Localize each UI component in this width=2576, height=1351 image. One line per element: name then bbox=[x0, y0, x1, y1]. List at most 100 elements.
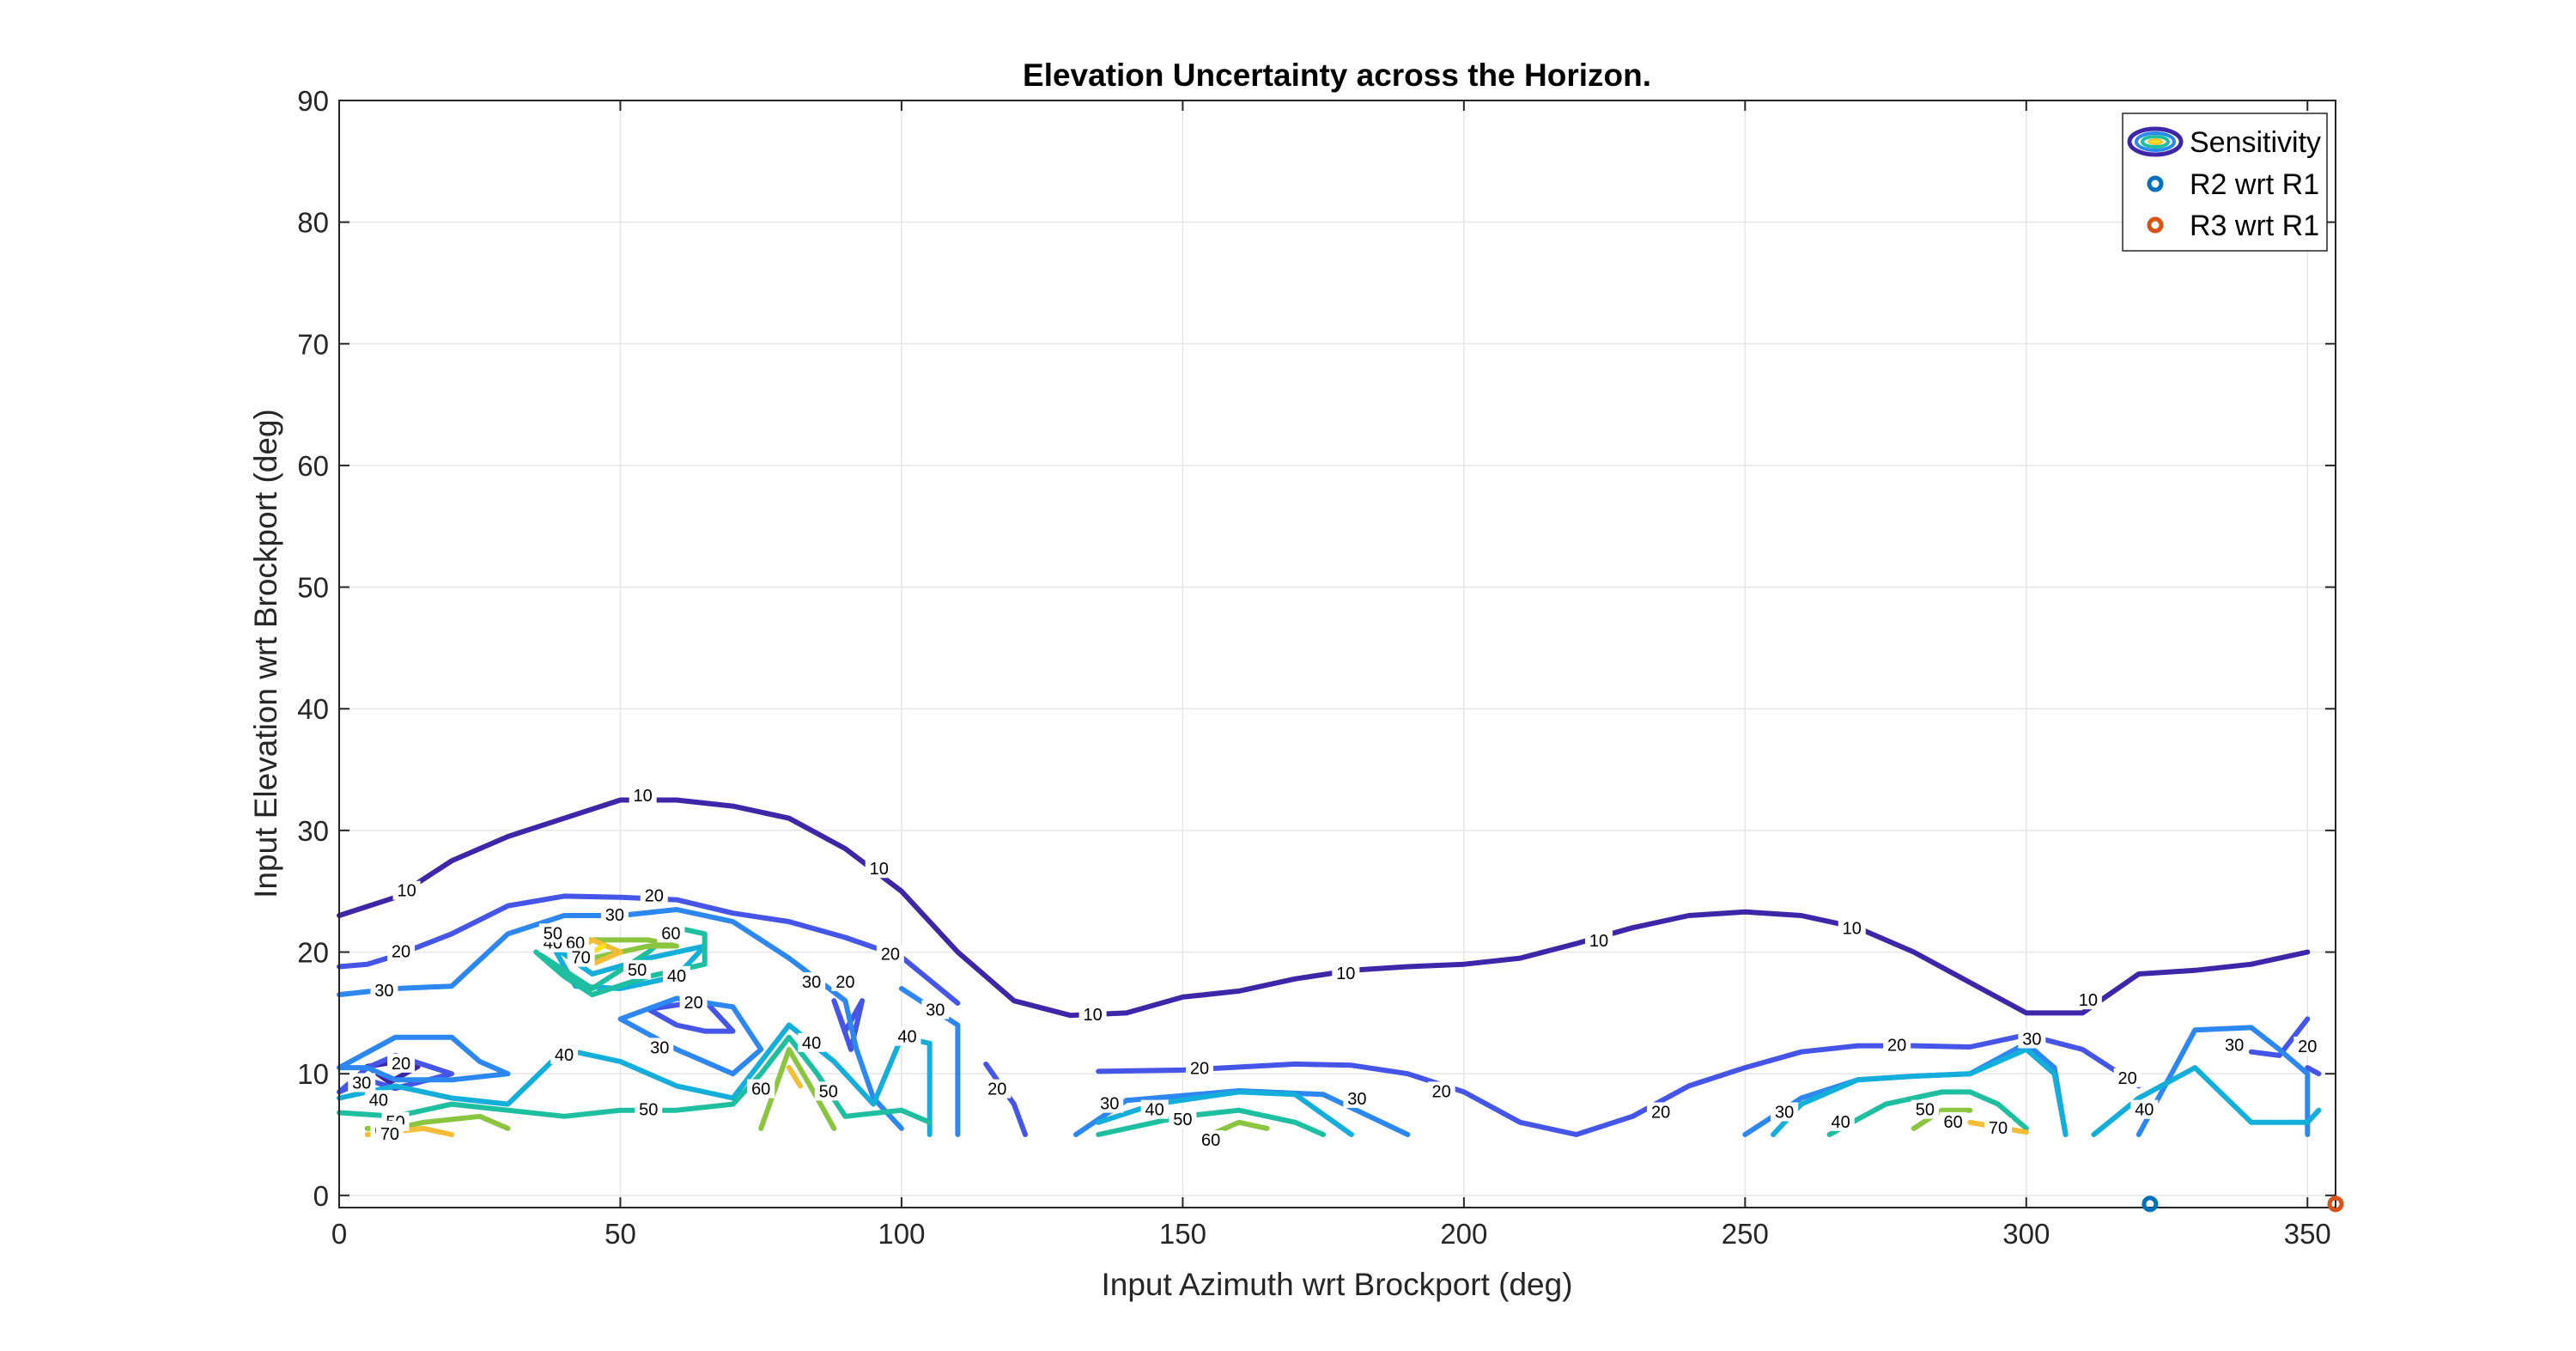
contour-label-20: 20 bbox=[683, 994, 702, 1013]
contour-label-60: 60 bbox=[1944, 1113, 1963, 1132]
contour-label-40: 40 bbox=[369, 1091, 388, 1110]
contour-label-60: 60 bbox=[751, 1080, 770, 1099]
contour-label-bg bbox=[640, 885, 668, 905]
contour-label-40: 40 bbox=[802, 1034, 821, 1053]
contour-label-70: 70 bbox=[1989, 1119, 2008, 1138]
contour-label-20: 20 bbox=[1887, 1037, 1906, 1056]
contour-label-bg bbox=[983, 1079, 1012, 1098]
contour-label-bg bbox=[1826, 1111, 1855, 1131]
contour-line-50 bbox=[1096, 1107, 1327, 1137]
contour-line-30 bbox=[337, 907, 904, 1131]
contour-label-bg bbox=[538, 923, 567, 943]
contour-label-50: 50 bbox=[1916, 1101, 1935, 1120]
contour-label-bg bbox=[1984, 1117, 2013, 1137]
y-tick-label: 0 bbox=[313, 1180, 329, 1212]
contour-label-30: 30 bbox=[605, 906, 624, 925]
legend-label-r3: R3 wrt R1 bbox=[2190, 210, 2319, 242]
contour-label-bg bbox=[831, 971, 860, 991]
contour-line-50 bbox=[533, 925, 708, 998]
contour-line-20 bbox=[2248, 1016, 2311, 1058]
contour-label-20: 20 bbox=[835, 973, 854, 992]
contour-label-50: 50 bbox=[1173, 1111, 1192, 1129]
y-tick-label: 50 bbox=[297, 572, 329, 604]
y-tick-label: 80 bbox=[297, 207, 329, 239]
contour-label-30: 30 bbox=[2022, 1031, 2041, 1050]
contour-label-bg bbox=[392, 880, 421, 900]
contour-label-bg bbox=[1096, 1093, 1124, 1113]
data-markers bbox=[2142, 1196, 2344, 1213]
contour-label-10: 10 bbox=[2079, 991, 2098, 1010]
x-tick-label: 50 bbox=[605, 1218, 636, 1250]
contour-label-bg bbox=[1427, 1081, 1455, 1101]
contour-line-60 bbox=[1911, 1107, 1973, 1131]
contour-label-bg bbox=[364, 1090, 392, 1110]
y-tick-label: 10 bbox=[297, 1058, 329, 1090]
contour-label-bg bbox=[798, 1032, 826, 1052]
contour-line-50 bbox=[337, 1034, 933, 1125]
contour-line-60 bbox=[562, 937, 679, 961]
x-tick-label: 0 bbox=[331, 1218, 347, 1250]
contour-label-20: 20 bbox=[881, 945, 900, 964]
contour-line-40 bbox=[1771, 1046, 2069, 1137]
contour-label-20: 20 bbox=[1432, 1082, 1451, 1101]
contour-label-30: 30 bbox=[650, 1038, 669, 1057]
contour-line-20 bbox=[831, 998, 866, 1052]
contour-label-bg bbox=[1078, 1005, 1107, 1025]
contour-label-70: 70 bbox=[380, 1125, 399, 1144]
contour-label-50: 50 bbox=[819, 1082, 838, 1101]
contour-label-bg bbox=[865, 859, 893, 879]
contour-label-bg bbox=[1585, 930, 1613, 950]
contour-line-20 bbox=[2305, 1065, 2322, 1077]
contour-label-40: 40 bbox=[555, 1046, 574, 1065]
contour-line-30 bbox=[2136, 1025, 2311, 1137]
contour-label-50: 50 bbox=[628, 961, 647, 980]
contour-label-10: 10 bbox=[1843, 920, 1862, 939]
contour-label-40: 40 bbox=[1145, 1101, 1164, 1120]
y-tick-label: 40 bbox=[297, 693, 329, 725]
marker-r3-wrt-r1 bbox=[2327, 1196, 2344, 1213]
contour-label-bg bbox=[876, 944, 904, 964]
legend-marker-r2 bbox=[2147, 175, 2164, 192]
contour-label-bg bbox=[550, 1044, 578, 1064]
contour-label-30: 30 bbox=[1100, 1095, 1119, 1114]
contour-labels: 10 10 10 10 10 10 10 10 20 20 20 20 20 20 20 20 20 20 20 20… bbox=[348, 786, 2322, 1150]
contour-label-bg bbox=[1647, 1102, 1675, 1122]
contour-label-10: 10 bbox=[870, 860, 889, 879]
contour-label-bg bbox=[1838, 918, 1866, 938]
contour-label-bg bbox=[2074, 990, 2102, 1010]
contour-label-20: 20 bbox=[987, 1080, 1006, 1099]
contour-label-10: 10 bbox=[634, 787, 653, 806]
x-tick-label: 300 bbox=[2002, 1218, 2050, 1250]
contour-label-30: 30 bbox=[1347, 1090, 1366, 1109]
contour-label-40: 40 bbox=[667, 967, 686, 986]
contour-label-bg bbox=[600, 905, 629, 925]
y-tick-label: 30 bbox=[297, 815, 329, 847]
contour-label-bg bbox=[1186, 1058, 1214, 1078]
contour-label-20: 20 bbox=[392, 943, 410, 962]
contour-label-bg bbox=[629, 786, 657, 806]
contour-label-30: 30 bbox=[802, 973, 821, 992]
contour-label-bg bbox=[657, 923, 685, 943]
contour-label-10: 10 bbox=[397, 882, 416, 901]
contour-label-bg bbox=[921, 1000, 950, 1019]
contour-line-60 bbox=[758, 1046, 837, 1131]
contour-label-70: 70 bbox=[571, 949, 590, 968]
y-axis-label: Input Elevation wrt Brockport (deg) bbox=[248, 409, 283, 898]
contour-label-bg bbox=[1140, 1099, 1169, 1119]
x-tick-label: 200 bbox=[1440, 1218, 1487, 1250]
contour-label-bg bbox=[893, 1026, 921, 1046]
contour-label-bg bbox=[2018, 1029, 2046, 1049]
contour-label-30: 30 bbox=[352, 1074, 371, 1093]
contour-label-20: 20 bbox=[1651, 1104, 1670, 1123]
contour-label-50: 50 bbox=[544, 924, 562, 943]
legend-label-r2: R2 wrt R1 bbox=[2190, 168, 2319, 201]
contour-label-bg bbox=[1332, 964, 1360, 983]
y-tick-label: 90 bbox=[297, 85, 329, 117]
contour-label-bg bbox=[1197, 1130, 1225, 1150]
contour-label-bg bbox=[679, 993, 708, 1013]
contour-label-bg bbox=[348, 1073, 376, 1092]
contour-label-bg bbox=[567, 947, 595, 967]
contour-label-bg bbox=[387, 1053, 416, 1073]
